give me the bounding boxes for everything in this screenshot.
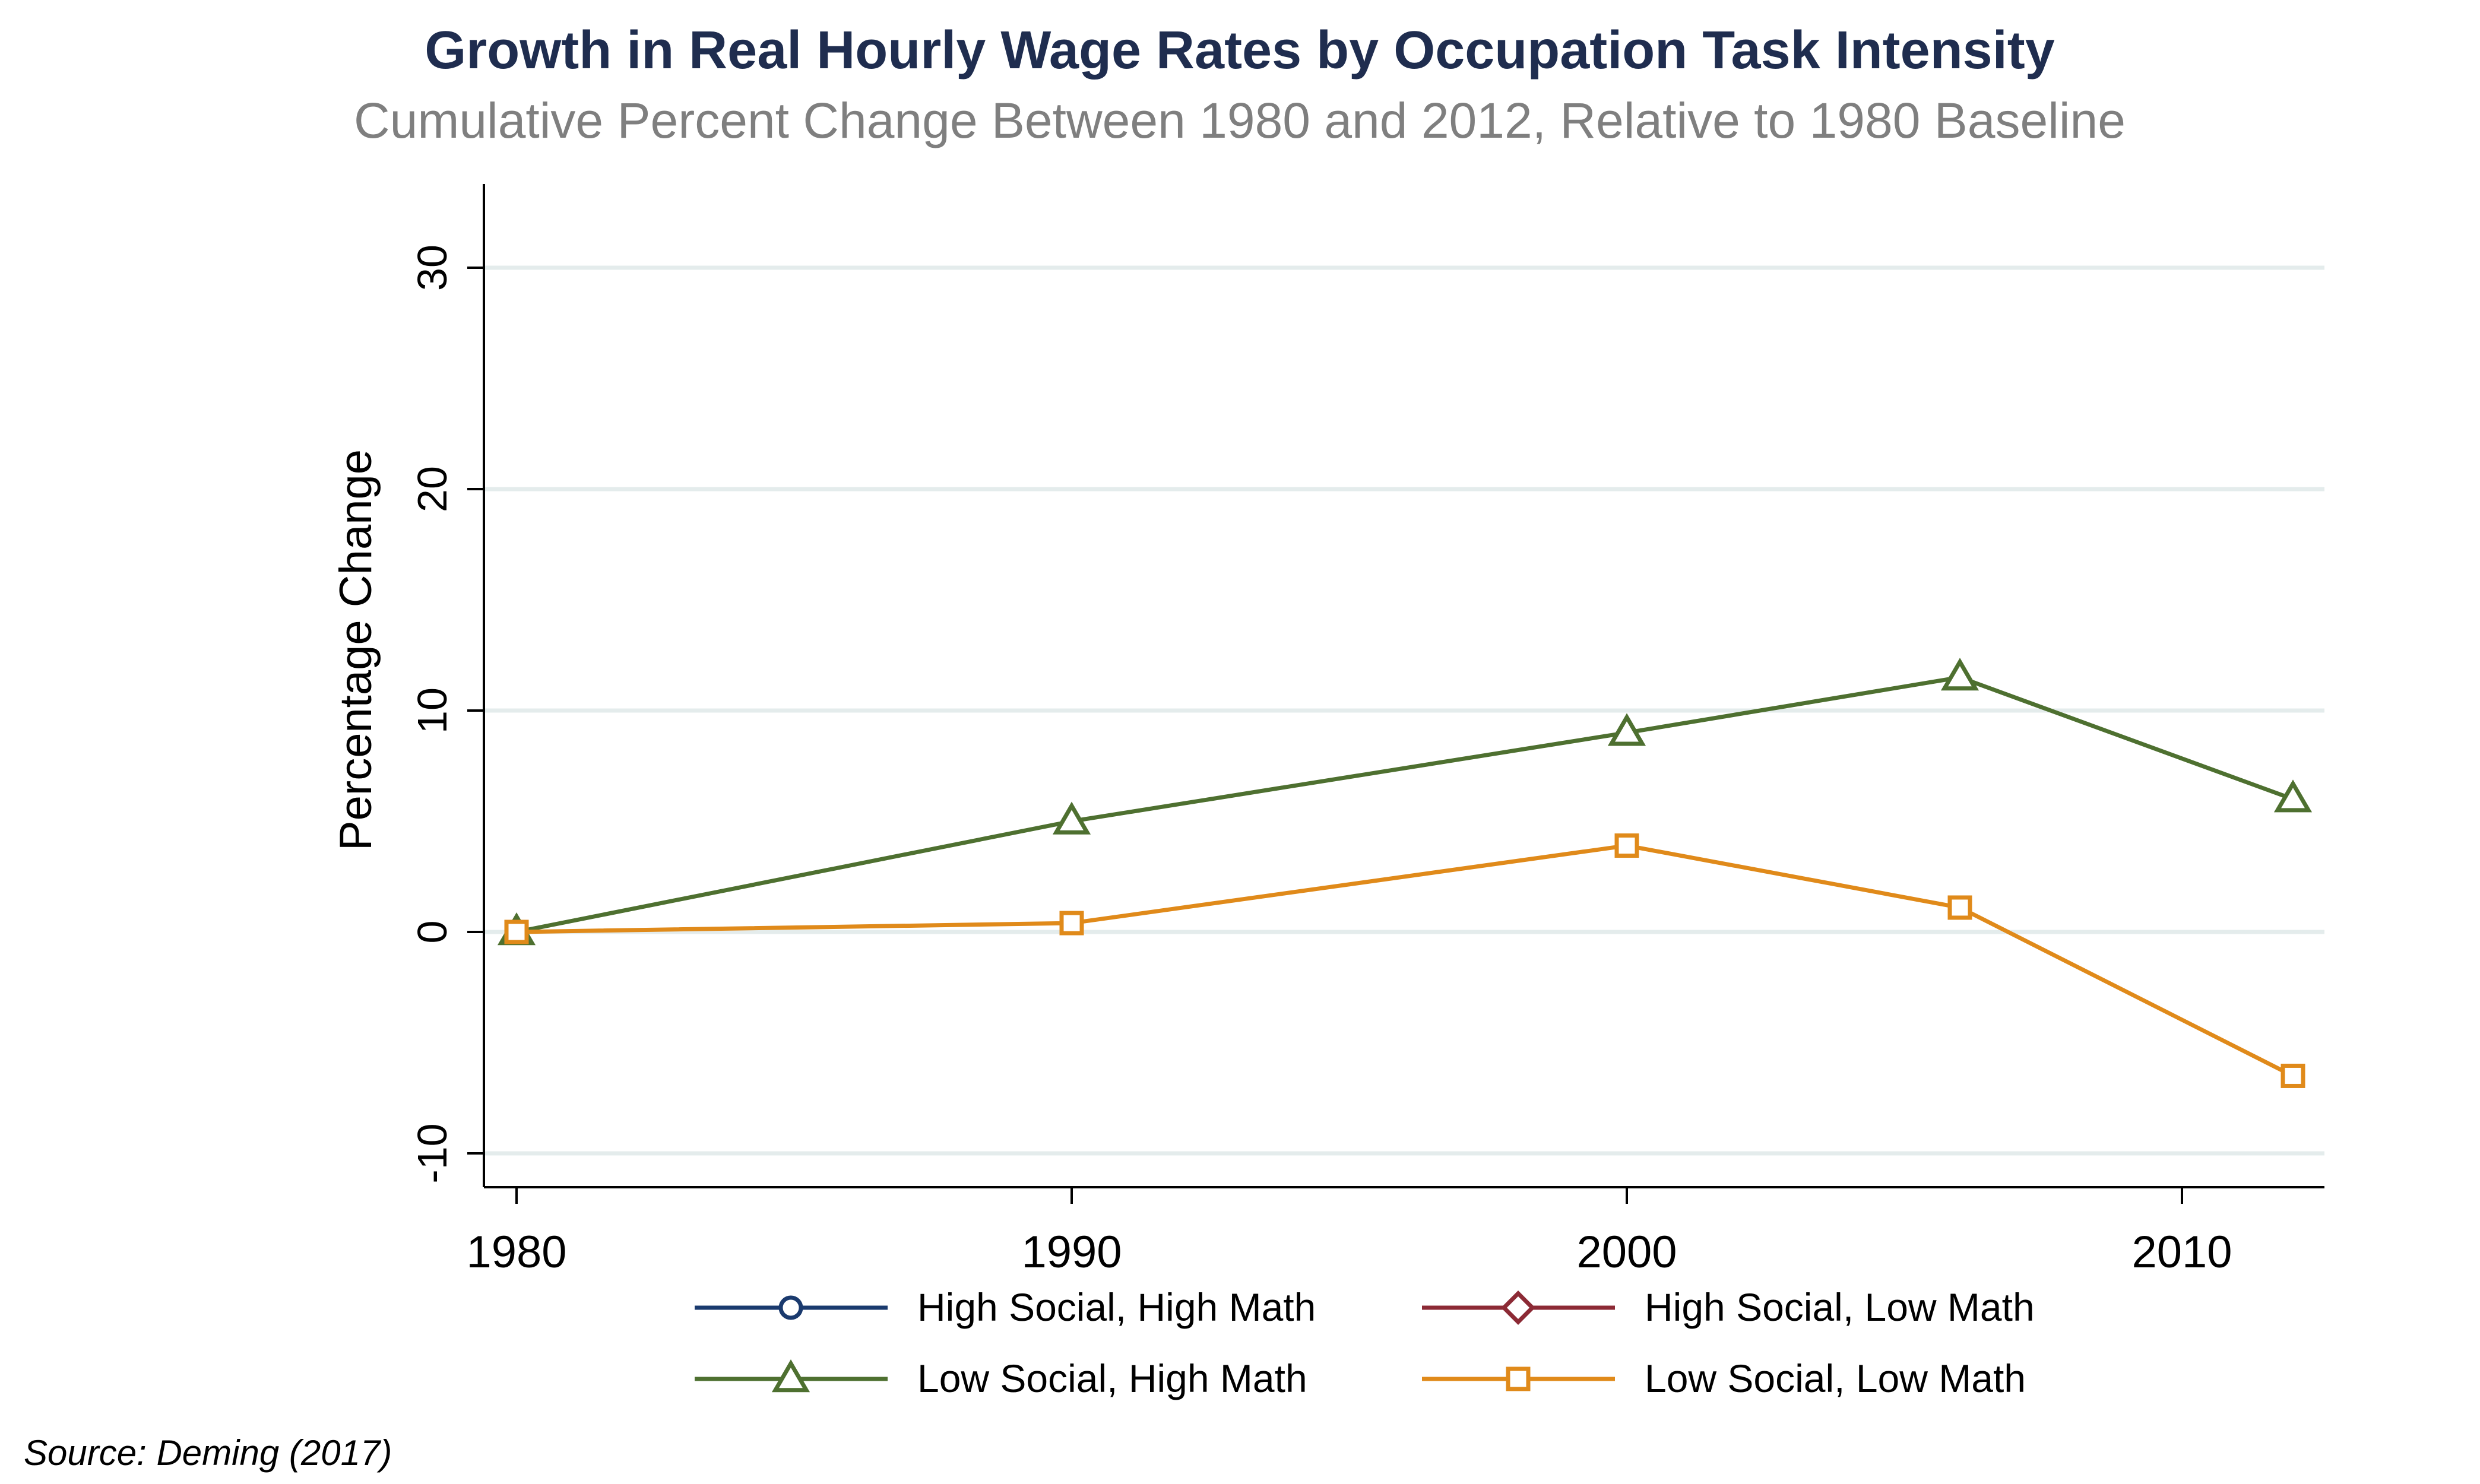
- source-note: Source: Deming (2017): [24, 1433, 392, 1473]
- legend-marker: [771, 1359, 810, 1393]
- y-tick-label: 30: [409, 245, 455, 291]
- data-point: [2273, 779, 2313, 813]
- data-point: [2281, 1063, 2305, 1088]
- x-tick-label: 1980: [466, 1227, 566, 1277]
- y-tick-label: 0: [409, 921, 455, 944]
- y-tick-label: 10: [409, 687, 455, 734]
- legend-item: High Social, High Math: [695, 1285, 1316, 1329]
- series-line: [516, 675, 2294, 934]
- y-tick-label: 20: [409, 466, 455, 512]
- legend-marker: [1506, 1366, 1531, 1391]
- legend: High Social, High Math High Social, Low M…: [695, 1285, 2035, 1400]
- legend-item: High Social, Low Math: [1422, 1285, 2035, 1329]
- legend-item: Low Social, Low Math: [1422, 1356, 2026, 1400]
- legend-marker: [778, 1295, 803, 1320]
- gridlines: [485, 265, 2324, 1156]
- axes: [483, 184, 2324, 1188]
- data-point: [1059, 911, 1084, 936]
- y-axis-label: Percentage Change: [331, 449, 381, 851]
- tick-labels: -10 0 10 20 30 1980 1990 2000 2010: [409, 245, 2232, 1277]
- data-point: [1947, 895, 1972, 920]
- series-2: [497, 658, 2313, 946]
- y-tick-label: -10: [409, 1123, 455, 1183]
- legend-marker: [1501, 1290, 1535, 1325]
- series-3: [504, 833, 2305, 1088]
- data-point: [1940, 658, 1979, 691]
- x-tick-label: 2000: [1576, 1227, 1677, 1277]
- legend-label: High Social, Low Math: [1645, 1285, 2035, 1329]
- legend-label: Low Social, High Math: [917, 1356, 1307, 1400]
- x-tick-label: 1990: [1021, 1227, 1122, 1277]
- x-tick-label: 2010: [2131, 1227, 2232, 1277]
- data-point: [1052, 801, 1091, 835]
- chart-subtitle: Cumulative Percent Change Between 1980 a…: [354, 93, 2126, 148]
- legend-item: Low Social, High Math: [695, 1356, 1307, 1400]
- data-point: [1607, 713, 1646, 746]
- data-point: [504, 919, 529, 944]
- legend-label: High Social, High Math: [917, 1285, 1316, 1329]
- legend-label: Low Social, Low Math: [1645, 1356, 2026, 1400]
- chart-title: Growth in Real Hourly Wage Rates by Occu…: [425, 21, 2055, 80]
- data-point: [1614, 833, 1639, 858]
- series: [497, 658, 2313, 1088]
